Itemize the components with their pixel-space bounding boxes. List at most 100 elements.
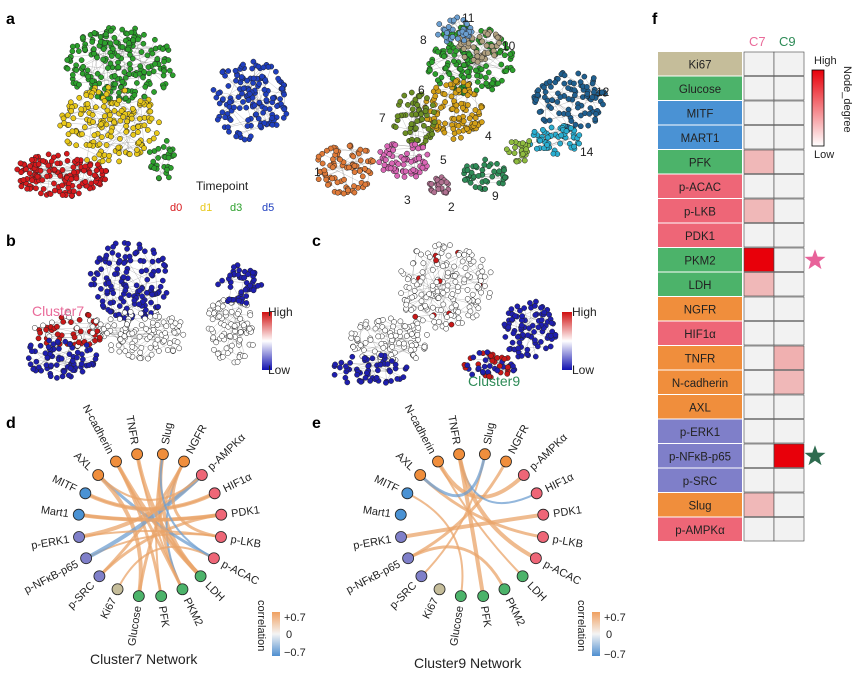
panel-c-cluster9-graph [331,241,559,386]
cluster-num-8: 8 [420,33,427,47]
row-label: MART1 [681,133,720,145]
degree-high: High [814,55,837,67]
network-node [516,570,529,583]
network-node-label: MITF [50,473,79,495]
cluster-num-2: 2 [448,200,455,214]
network-node-label: p-NFκB-p65 [344,558,402,596]
row-label: p-ERK1 [680,427,720,439]
network-node-label: Glucose [448,605,466,647]
heatmap-cell [743,100,775,125]
heatmap-cell [743,76,775,101]
corr-d-mid: 0 [286,629,292,641]
network-node-label: PDK1 [230,504,260,520]
heatmap-cell [773,345,805,370]
cluster-number-labels: 1 2 3 4 5 6 7 8 9 10 11 12 14 [314,11,610,214]
panel-letter-b: b [6,233,16,250]
row-label: p-NFκB-p65 [669,451,731,463]
network-node [111,583,124,596]
row-label: PFK [689,157,712,169]
network-node-label: PKM2 [503,596,527,628]
network-node-label: HIF1α [221,471,254,495]
network-node-label: Mart1 [40,504,70,520]
panel-b-cluster7-graph [25,240,265,381]
cluster-num-3: 3 [404,193,411,207]
panel-letter-e: e [312,415,321,432]
timepoint-d1: d1 [200,202,212,214]
network-node [415,570,428,583]
cluster-num-11: 11 [462,11,475,25]
row-label-box [658,52,742,76]
network-node [453,448,466,461]
network-node-label: Slug [160,422,176,446]
heatmap-cell [743,125,775,150]
heatmap-cell [743,443,775,468]
heatmap-cell [743,468,775,493]
corr-d-min: −0.7 [284,647,306,659]
row-label-box [658,517,742,541]
heatmap-cell [743,492,775,517]
node-degree-heatmap: Ki67 Glucose MITF MART1 PFK p-ACAC p-LKB PDK1 PK… [658,51,826,542]
corr-d-max: +0.7 [284,612,306,624]
cluster-num-4: 4 [485,129,492,143]
network-node [478,448,491,461]
panel-letter-a: a [6,11,15,28]
row-label-box [658,150,742,174]
network-node [207,552,220,565]
heatmap-cell [773,149,805,174]
corr-e-max: +0.7 [604,612,626,624]
row-label: LDH [688,280,711,292]
heatmap-cell [773,419,805,444]
row-label-box [658,174,742,198]
degree-title: Node_degree [841,66,853,133]
heatmap-cell [743,149,775,174]
network-node [155,590,168,603]
heatmap-cell [773,492,805,517]
network-node-label: p-AMPKα [528,431,571,473]
heatmap-cell [743,198,775,223]
column-c7: C7 [749,34,766,49]
row-label: Slug [688,500,711,512]
cluster-num-7: 7 [379,111,386,125]
network-node [131,448,144,461]
network-node [454,590,467,603]
heatmap-cell [773,272,805,297]
correlation-legend-e: +0.7 0 −0.7 correlation [575,600,626,661]
network-node [79,487,92,500]
heatmap-cell [743,174,775,199]
network-node-label: p-LKB [230,534,262,551]
timepoint-d0: d0 [170,202,182,214]
cluster-num-9: 9 [492,189,499,203]
cluster-num-12: 12 [596,85,610,99]
heatmap-cell [743,517,775,542]
network-node [132,590,145,603]
network-node [433,583,446,596]
corr-d-title: correlation [255,600,267,651]
heatmap-cell [773,370,805,395]
cluster-num-6: 6 [418,83,425,97]
panel-a-cluster-graph [315,14,608,197]
heatmap-cell [743,370,775,395]
network-node-label: NGFR [184,423,209,456]
network-node [80,552,93,565]
row-label-box [658,272,742,296]
row-label-box [658,248,742,272]
corr-e-min: −0.7 [604,649,626,661]
network-node-label: N-cadherin [80,403,116,456]
heatmap-cell [743,419,775,444]
network-node-label: Glucose [126,605,144,647]
row-label-box [658,370,742,394]
network-node [92,469,105,481]
heatmap-cell [743,272,775,297]
network-node-label: p-ERK1 [352,534,392,552]
network-node [517,469,530,481]
heatmap-cell [773,198,805,223]
panel-letter-f: f [652,11,658,28]
heatmap-cell [773,517,805,542]
heatmap-cell [773,76,805,101]
heatmap-cell [773,247,805,272]
heatmap-cell [743,247,775,272]
network-node-label: N-cadherin [402,403,438,456]
color-scale-c [562,312,572,370]
cluster-num-5: 5 [440,153,447,167]
